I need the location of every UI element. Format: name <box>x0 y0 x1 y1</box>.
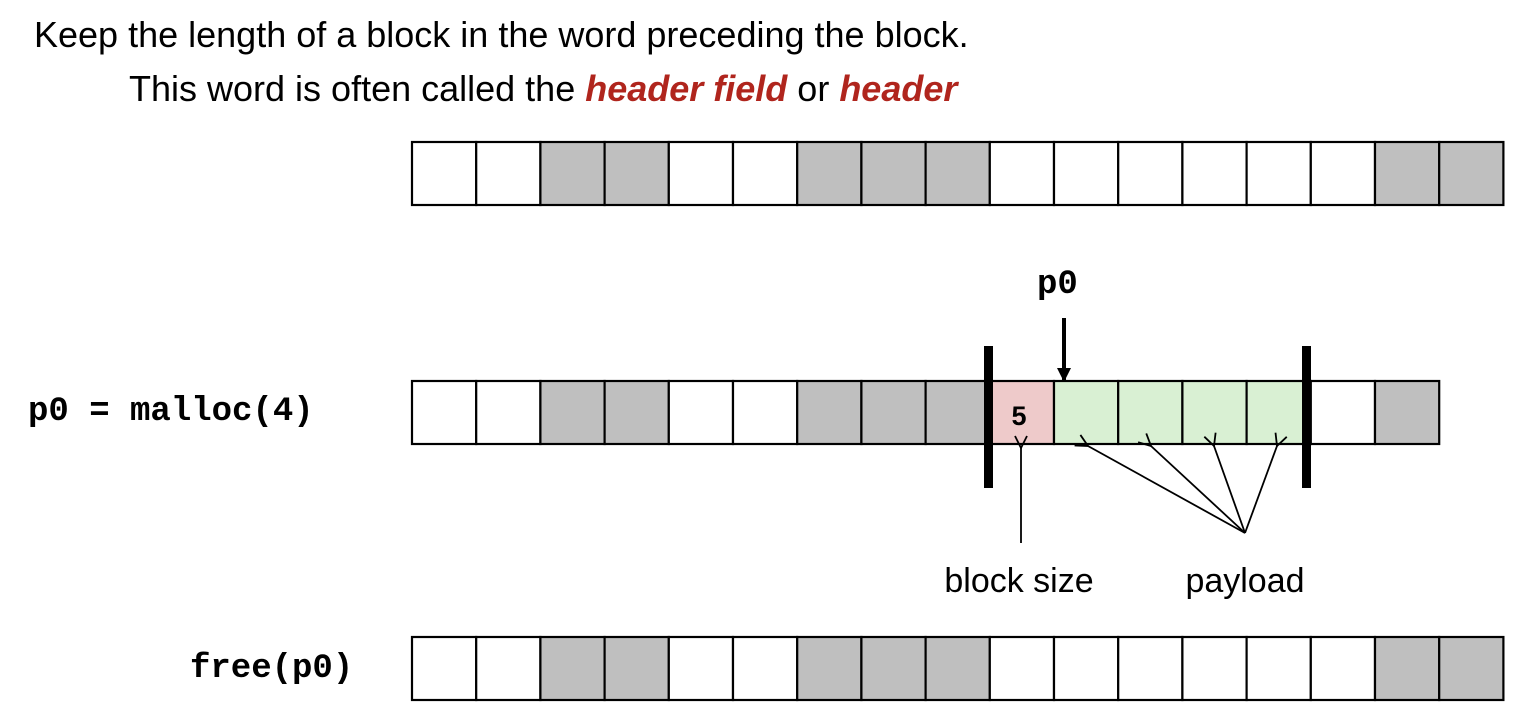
free-call-label: free(p0) <box>190 650 354 688</box>
heap-word-free <box>1052 635 1120 702</box>
heap-word-payload <box>1052 379 1120 446</box>
heap-word-alloc <box>539 635 606 702</box>
heap-word-alloc <box>796 635 863 702</box>
heap-word-alloc <box>1438 140 1505 207</box>
block-right-boundary <box>1302 346 1311 488</box>
heap-word-free <box>988 635 1056 702</box>
heap-word-alloc <box>539 140 606 207</box>
payload-arrow-2 <box>1151 446 1246 534</box>
heap-word-alloc <box>1373 140 1441 207</box>
heap-word-free <box>410 379 478 446</box>
heap-word-alloc <box>796 379 863 446</box>
p0-pointer-label: p0 <box>1037 266 1078 304</box>
payload-arrow-1 <box>1088 446 1246 534</box>
payload-label: payload <box>1185 562 1304 600</box>
heap-word-free <box>667 379 735 446</box>
heap-word-free <box>667 635 735 702</box>
heap-word-free <box>1245 635 1312 702</box>
heap-word-free <box>475 379 542 446</box>
annotations: 5 block size payload <box>944 318 1311 600</box>
heap-word-free <box>410 635 478 702</box>
heap-word-alloc <box>860 635 927 702</box>
payload-arrow-3 <box>1214 446 1246 534</box>
heap-word-alloc <box>796 140 863 207</box>
heap-word-alloc <box>1373 635 1441 702</box>
heap-rows <box>410 140 1505 702</box>
heap-word-alloc <box>860 140 927 207</box>
free-heap-row <box>410 635 1505 702</box>
heap-word-payload <box>1117 379 1184 446</box>
heap-word-free <box>988 140 1056 207</box>
heap-word-free <box>1117 635 1184 702</box>
heap-word-free <box>1181 140 1248 207</box>
heap-word-alloc <box>539 379 606 446</box>
heap-word-alloc <box>603 635 670 702</box>
heap-word-free <box>731 635 799 702</box>
heap-word-alloc <box>1373 379 1441 446</box>
heap-word-free <box>1181 635 1248 702</box>
malloc-call-label: p0 = malloc(4) <box>28 393 314 431</box>
initial-heap-row <box>410 140 1505 207</box>
heap-word-free <box>1309 635 1377 702</box>
heap-word-free <box>1309 140 1377 207</box>
payload-arrow-4 <box>1244 446 1277 534</box>
heading-line-1: Keep the length of a block in the word p… <box>34 14 969 55</box>
heap-word-payload <box>1181 379 1248 446</box>
header-size-value: 5 <box>1011 401 1026 431</box>
malloc-heap-row <box>410 379 1441 446</box>
heap-word-alloc <box>860 379 927 446</box>
block-left-boundary <box>984 346 993 488</box>
header-term: header <box>839 68 958 109</box>
heap-word-alloc <box>924 140 991 207</box>
heap-word-free <box>731 140 799 207</box>
heap-word-free <box>475 140 542 207</box>
heading-line-2: This word is often called the header fie… <box>129 68 957 110</box>
heap-word-alloc <box>924 379 991 446</box>
heap-word-alloc <box>924 635 991 702</box>
heap-word-header <box>988 379 1056 446</box>
heap-word-alloc <box>1438 635 1505 702</box>
heap-word-free <box>1117 140 1184 207</box>
heap-word-alloc <box>603 379 670 446</box>
heap-word-free <box>1309 379 1377 446</box>
heading-line-2-mid: or <box>787 68 840 109</box>
block-size-label: block size <box>944 562 1093 600</box>
heap-word-alloc <box>603 140 670 207</box>
heap-word-payload <box>1245 379 1312 446</box>
heap-word-free <box>1245 140 1312 207</box>
heap-word-free <box>667 140 735 207</box>
heap-word-free <box>1052 140 1120 207</box>
heap-word-free <box>410 140 478 207</box>
heading-line-2-prefix: This word is often called the <box>129 68 586 109</box>
header-field-term: header field <box>585 68 788 109</box>
heap-word-free <box>731 379 799 446</box>
heap-word-free <box>475 635 542 702</box>
